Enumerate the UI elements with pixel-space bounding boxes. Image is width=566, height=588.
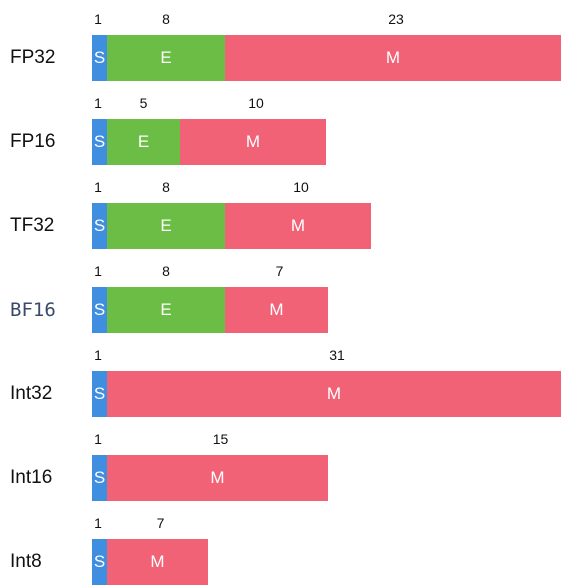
- format-label-fp32: FP32: [10, 47, 56, 68]
- segment-exponent-fp32: E: [107, 35, 225, 81]
- bit-count-exponent-fp32: 8: [162, 11, 170, 27]
- format-label-fp16: FP16: [10, 131, 56, 152]
- segment-sign-bf16: S: [92, 287, 107, 333]
- format-label-tf32: TF32: [10, 215, 55, 236]
- bit-count-mantissa-int16: 15: [212, 431, 229, 447]
- segment-sign-tf32: S: [92, 203, 107, 249]
- bit-count-sign-int16: 1: [94, 431, 102, 447]
- segment-exponent-tf32: E: [107, 203, 225, 249]
- segment-exponent-bf16: E: [107, 287, 225, 333]
- format-label-int8: Int8: [10, 551, 42, 572]
- segment-mantissa-int8: M: [107, 539, 208, 585]
- segment-mantissa-fp16: M: [180, 119, 326, 165]
- bit-count-mantissa-bf16: 7: [275, 263, 284, 279]
- segment-mantissa-fp32: M: [225, 35, 561, 81]
- segment-sign-int32: S: [92, 371, 107, 417]
- bit-count-mantissa-tf32: 10: [293, 179, 309, 195]
- segment-sign-fp32: S: [92, 35, 107, 81]
- segment-mantissa-int16: M: [107, 455, 328, 501]
- bit-count-mantissa-fp32: 23: [388, 11, 404, 27]
- bit-count-sign-int32: 1: [94, 347, 102, 363]
- segment-exponent-fp16: E: [107, 119, 180, 165]
- bit-count-sign-int8: 1: [94, 515, 102, 531]
- bit-count-mantissa-int8: 7: [156, 515, 165, 531]
- bit-count-mantissa-int32: 31: [329, 347, 345, 363]
- segment-mantissa-int32: M: [107, 371, 561, 417]
- bit-count-exponent-fp16: 5: [139, 95, 148, 111]
- bit-count-sign-bf16: 1: [94, 263, 102, 279]
- segment-mantissa-tf32: M: [225, 203, 371, 249]
- segment-mantissa-bf16: M: [225, 287, 328, 333]
- format-label-int16: Int16: [10, 467, 53, 488]
- bit-count-mantissa-fp16: 10: [248, 95, 264, 111]
- bit-count-sign-tf32: 1: [94, 179, 102, 195]
- segment-sign-fp16: S: [92, 119, 107, 165]
- format-label-bf16: BF16: [10, 299, 56, 321]
- format-label-int32: Int32: [10, 383, 53, 404]
- bit-count-sign-fp16: 1: [94, 95, 102, 111]
- segment-sign-int16: S: [92, 455, 107, 501]
- bit-count-exponent-bf16: 8: [162, 263, 170, 279]
- bit-count-sign-fp32: 1: [94, 11, 102, 27]
- segment-sign-int8: S: [92, 539, 107, 585]
- bit-count-exponent-tf32: 8: [162, 179, 170, 195]
